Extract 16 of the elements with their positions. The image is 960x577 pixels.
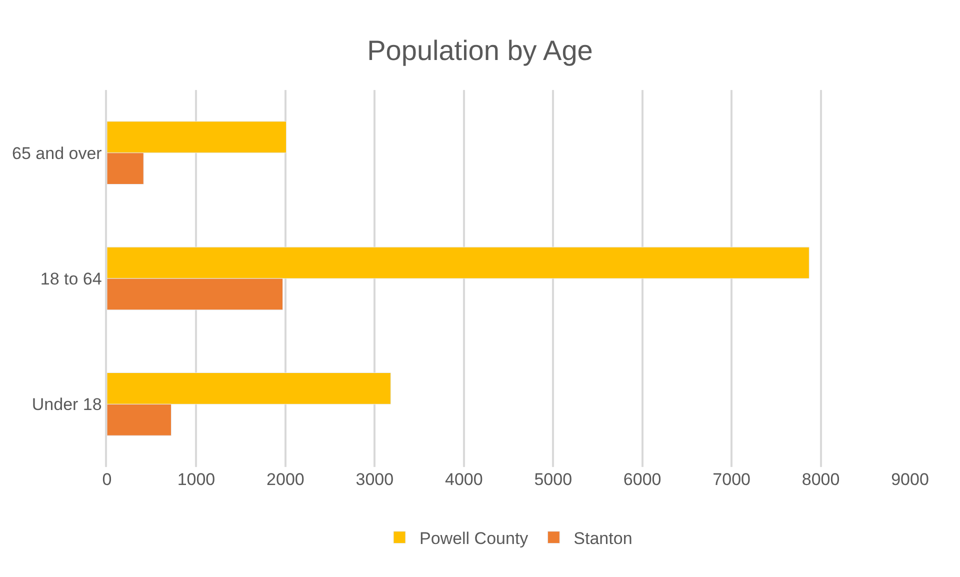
x-tick-label: 4000: [444, 470, 483, 489]
chart-title: Population by Age: [367, 34, 593, 66]
x-tick-label: 3000: [356, 470, 394, 489]
y-tick-label: Under 18: [32, 395, 102, 414]
x-tick-label: 5000: [534, 470, 572, 489]
y-tick-label: 18 to 64: [40, 269, 102, 288]
x-tick-label: 6000: [623, 470, 662, 489]
x-tick-label: 9000: [891, 470, 929, 489]
x-tick-label: 7000: [712, 470, 750, 489]
x-tick-label: 8000: [802, 470, 840, 489]
legend-label: Stanton: [574, 528, 632, 548]
x-tick-label: 0: [102, 470, 112, 489]
y-tick-label: 65 and over: [12, 144, 102, 163]
legend-label: Powell County: [420, 528, 529, 548]
x-tick-label: 2000: [266, 470, 304, 489]
x-tick-label: 1000: [177, 470, 216, 489]
